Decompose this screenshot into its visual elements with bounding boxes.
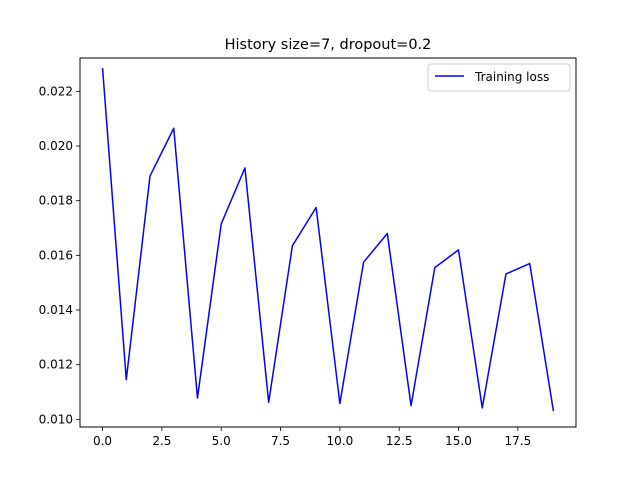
- legend-box: [427, 63, 571, 92]
- x-tick-label: 5.0: [212, 434, 231, 448]
- x-tick-label: 12.5: [386, 434, 413, 448]
- y-tick-label: 0.012: [39, 358, 73, 372]
- x-tick-label: 15.0: [445, 434, 472, 448]
- y-tick-label: 0.022: [39, 84, 73, 98]
- y-tick-label: 0.014: [39, 303, 73, 317]
- y-tick-label: 0.016: [39, 248, 73, 262]
- legend-label-training-loss: Training loss: [474, 70, 549, 84]
- y-tick-label: 0.018: [39, 194, 73, 208]
- x-tick-label: 10.0: [327, 434, 354, 448]
- y-tick-label: 0.020: [39, 139, 73, 153]
- x-tick-label: 17.5: [504, 434, 531, 448]
- x-tick-label: 7.5: [271, 434, 290, 448]
- y-tick-label: 0.010: [39, 412, 73, 426]
- x-tick-label: 2.5: [152, 434, 171, 448]
- chart-title: History size=7, dropout=0.2: [225, 37, 432, 53]
- legend: Training loss: [427, 63, 571, 92]
- series-line-0: [101, 68, 555, 412]
- plot-frame: [79, 57, 577, 428]
- x-tick-label: 0.0: [93, 434, 112, 448]
